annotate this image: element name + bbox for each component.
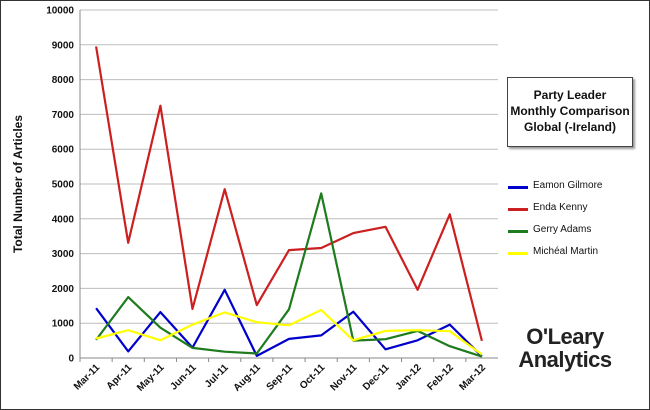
x-tick-label: Mar-12	[457, 362, 488, 393]
y-tick-labels: 0 1000 2000 3000 4000 5000 6000 7000 8000 9000 100…	[46, 6, 74, 365]
legend-swatch	[508, 208, 528, 211]
x-tick-label: Jun-11	[168, 362, 198, 392]
x-tick-label: Jan-12	[394, 362, 424, 392]
x-tick-labels: Mar-11 Apr-11 May-11 Jun-11 Jul-11 Aug-11 Sep-…	[72, 358, 488, 394]
y-tick-label: 10000	[46, 6, 74, 17]
series-line-eamon-gilmore	[95, 288, 483, 358]
y-tick-label: 2000	[52, 284, 75, 295]
series-lines	[95, 46, 483, 358]
y-tick-label: 0	[68, 354, 74, 365]
y-tick-label: 9000	[52, 40, 75, 51]
legend-label: Michéal Martin	[533, 246, 599, 257]
x-tick-label: Apr-11	[105, 362, 135, 392]
chart-title-box: Party Leader Monthly Comparison Global (…	[507, 77, 633, 147]
y-tick-label: 8000	[52, 75, 75, 86]
y-tick-label: 7000	[52, 110, 75, 121]
oleary-analytics-logo: O'Leary Analytics	[495, 325, 635, 371]
x-tick-label: Aug-11	[232, 362, 264, 394]
legend-label: Enda Kenny	[533, 202, 588, 213]
logo-line-1: O'Leary	[526, 324, 604, 349]
legend-swatch	[508, 230, 528, 233]
x-tick-label: Mar-11	[72, 362, 102, 392]
chart-title-line-2: Monthly Comparison	[510, 104, 630, 118]
legend-swatch	[508, 186, 528, 189]
x-tick-label: Dec-11	[361, 362, 392, 393]
x-tick-label: Jul-11	[203, 362, 231, 390]
legend-item: Eamon Gilmore	[508, 180, 638, 194]
chart-title-line-3: Global (-Ireland)	[523, 120, 616, 134]
logo-line-2: Analytics	[518, 347, 612, 372]
y-tick-label: 6000	[52, 145, 75, 156]
series-line-mich-al-martin	[95, 308, 483, 356]
y-tick-label: 1000	[52, 319, 75, 330]
x-tick-label: Feb-12	[425, 362, 456, 393]
legend-label: Gerry Adams	[533, 224, 592, 235]
x-tick-label: Nov-11	[328, 362, 359, 393]
series-line-enda-kenny	[95, 46, 483, 342]
y-tick-label: 4000	[52, 214, 75, 225]
y-tick-label: 3000	[52, 249, 75, 260]
gridlines	[80, 9, 498, 324]
legend-swatch	[508, 252, 528, 255]
x-tick-label: Oct-11	[298, 362, 328, 392]
x-tick-label: Sep-11	[265, 362, 296, 393]
y-axis-label: Total Number of Articles	[11, 115, 25, 253]
chart-title-line-1: Party Leader	[533, 88, 607, 102]
legend-item: Gerry Adams	[508, 224, 638, 238]
legend-item: Enda Kenny	[508, 202, 638, 216]
legend-label: Eamon Gilmore	[533, 180, 603, 191]
legend-item: Michéal Martin	[508, 246, 638, 260]
y-tick-label: 5000	[52, 180, 75, 191]
x-tick-label: May-11	[135, 362, 167, 394]
